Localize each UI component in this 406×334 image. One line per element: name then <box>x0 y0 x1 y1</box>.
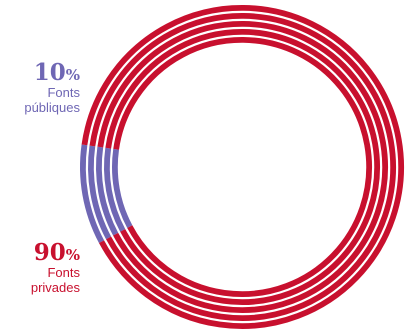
ring-5-slice-public <box>112 148 133 229</box>
slice-label-private: 90% Fonts privades <box>30 239 80 296</box>
ring-3-slice-private <box>97 21 388 313</box>
ring-2-slice-public <box>88 145 112 240</box>
private-percent-value: 90 <box>33 239 66 266</box>
public-percent-sign: % <box>65 66 80 84</box>
ring-1-slice-public <box>80 144 105 244</box>
private-percent-sign: % <box>65 246 80 264</box>
ring-1-slice-private <box>81 5 404 329</box>
ring-5-slice-private <box>113 37 372 297</box>
ring-4-slice-public <box>104 147 126 232</box>
ring-3-slice-public <box>96 146 119 236</box>
slice-label-public: 10% Fonts públiques <box>24 59 80 116</box>
public-label-line-1: Fonts <box>47 85 80 101</box>
ring-layer <box>80 5 404 329</box>
ring-2-slice-private <box>89 13 396 321</box>
public-percent-value: 10 <box>33 59 66 86</box>
public-label-line-2: públiques <box>24 100 80 116</box>
private-label-line-1: Fonts <box>47 265 80 281</box>
private-label-line-2: privades <box>30 280 80 296</box>
ring-4-slice-private <box>105 29 380 305</box>
